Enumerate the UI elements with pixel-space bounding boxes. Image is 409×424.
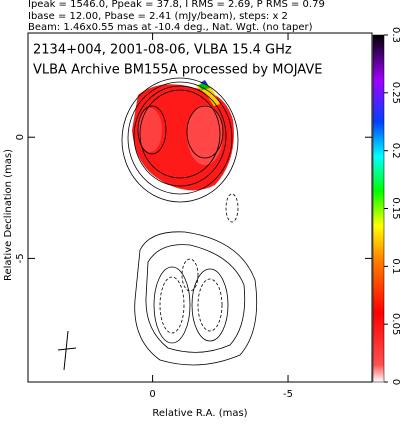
emission-region (187, 105, 223, 165)
colorbar-tick-label: 0.1 (390, 258, 401, 274)
contour (127, 81, 233, 195)
colorbar-tick-label: 0.05 (390, 313, 401, 335)
contour (153, 266, 191, 344)
contour (134, 231, 258, 366)
y-axis-label: Relative Declination (mas) (3, 149, 14, 281)
x-tick-label: -5 (283, 389, 293, 400)
colorbar-tick-label: 0 (390, 379, 401, 385)
contour (139, 89, 221, 179)
plot-subtitle: VLBA Archive BM155A processed by MOJAVE (33, 63, 322, 78)
contour (181, 258, 199, 292)
header-line: Beam: 1.46x0.55 mas at -10.4 deg., Nat. … (28, 22, 313, 33)
header-line: Ibase = 12.00, Pbase = 2.41 (mJy/beam), … (28, 11, 288, 22)
plot-frame (27, 32, 373, 383)
contour (186, 105, 224, 159)
image-layer (57, 77, 258, 371)
contour (133, 85, 227, 187)
contour (145, 244, 246, 353)
plot-title: 2134+004, 2001-08-06, VLBA 15.4 GHz (33, 43, 292, 58)
emission-region (138, 108, 162, 152)
contour (159, 276, 185, 334)
x-axis-label: Relative R.A. (mas) (152, 408, 247, 419)
x-tick-label: 0 (149, 389, 155, 400)
contour (137, 105, 167, 155)
contour (121, 77, 239, 203)
contour (197, 278, 223, 332)
emission-region (200, 80, 208, 85)
colorbar-tick-label: 0.2 (390, 143, 401, 159)
contour (225, 193, 239, 223)
colorbar-tick-label: 0.25 (390, 82, 401, 104)
contour (191, 268, 229, 342)
y-tick-label: 0 (15, 134, 26, 140)
header-line: Ipeak = 1546.0, Ppeak = 37.8, I RMS = 2.… (28, 0, 325, 10)
colorbar-tick-label: 0.3 (390, 27, 401, 43)
colorbar-tick-label: 0.15 (390, 197, 401, 219)
y-tick-label: -5 (15, 253, 26, 263)
colorbar (372, 34, 385, 383)
beam (57, 330, 77, 371)
